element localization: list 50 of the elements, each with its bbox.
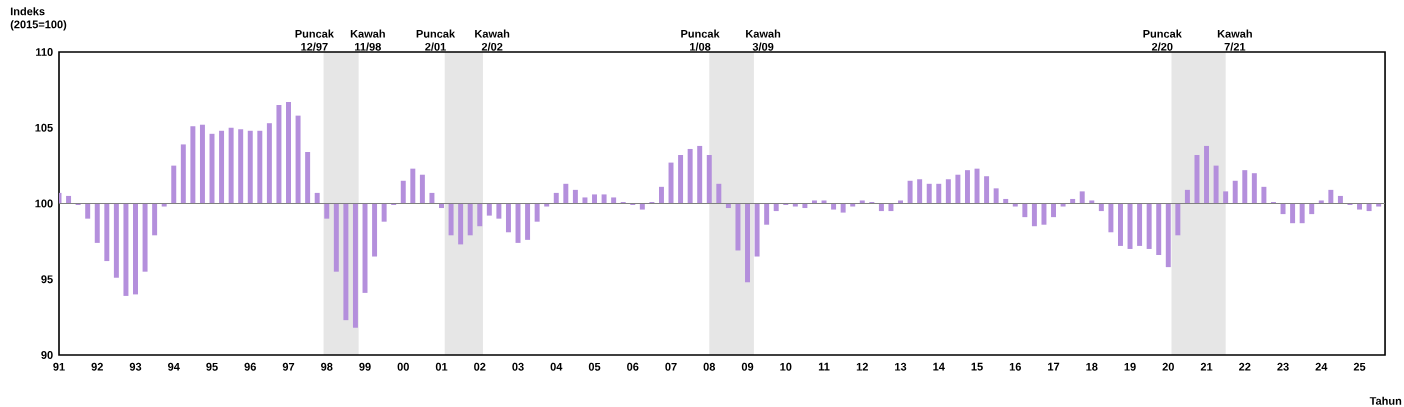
text: Kawah 7/21 <box>1217 29 1252 51</box>
x-tick-label: 02 <box>474 362 486 371</box>
x-tick-label: 11 <box>818 362 830 371</box>
text: Puncak 2/20 <box>1143 29 1182 51</box>
x-tick-label: 06 <box>627 362 639 371</box>
text: Kawah 3/09 <box>746 29 781 51</box>
y-tick-label: 105 <box>35 123 53 132</box>
x-tick-label: 22 <box>1239 362 1251 371</box>
x-tick-label: 98 <box>321 362 333 371</box>
x-tick-label: 93 <box>129 362 142 371</box>
x-tick-label: 08 <box>703 362 716 371</box>
x-tick-label: 25 <box>1353 362 1366 371</box>
x-tick-label: 23 <box>1277 362 1289 371</box>
x-tick-label: 24 <box>1315 362 1328 371</box>
y-axis-title: Indeks (2015=100) <box>10 7 67 31</box>
x-tick-label: 03 <box>512 362 524 371</box>
text: Puncak 12/97 <box>295 29 334 51</box>
text: Kawah 11/98 <box>350 29 385 51</box>
x-tick-label: 92 <box>91 362 103 371</box>
x-tick-label: 13 <box>895 362 907 371</box>
x-tick-label: 96 <box>244 362 256 371</box>
x-axis-title: Tahun <box>1369 396 1402 405</box>
x-tick-label: 16 <box>1009 362 1021 371</box>
x-tick-label: 01 <box>435 362 448 371</box>
x-tick-label: 95 <box>206 362 218 371</box>
x-tick-label: 14 <box>933 362 945 371</box>
x-tick-label: 97 <box>282 362 295 371</box>
x-tick-label: 00 <box>397 362 409 371</box>
y-tick-label: 110 <box>36 48 53 56</box>
x-tick-label: 12 <box>856 362 868 371</box>
y-tick-label: 100 <box>35 199 53 208</box>
x-tick-label: 07 <box>665 362 677 371</box>
text: Kawah 2/02 <box>475 29 510 51</box>
x-tick-label: 15 <box>971 362 983 371</box>
x-tick-label: 09 <box>741 362 754 371</box>
x-tick-label: 94 <box>168 362 180 371</box>
text: Puncak 2/01 <box>416 29 456 51</box>
x-tick-label: 20 <box>1162 362 1174 371</box>
x-tick-label: 18 <box>1086 362 1098 371</box>
x-tick-label: 21 <box>1200 362 1213 371</box>
x-tick-label: 19 <box>1124 362 1136 371</box>
x-tick-label: 04 <box>550 362 563 371</box>
y-tick-label: 95 <box>41 275 53 284</box>
y-tick-label: 90 <box>41 351 53 359</box>
x-tick-label: 99 <box>359 362 371 371</box>
x-tick-label: 91 <box>53 362 65 371</box>
x-tick-label: 10 <box>780 362 792 371</box>
text: Puncak 1/08 <box>681 29 720 51</box>
x-tick-label: 05 <box>588 362 601 371</box>
x-tick-label: 17 <box>1048 362 1060 371</box>
